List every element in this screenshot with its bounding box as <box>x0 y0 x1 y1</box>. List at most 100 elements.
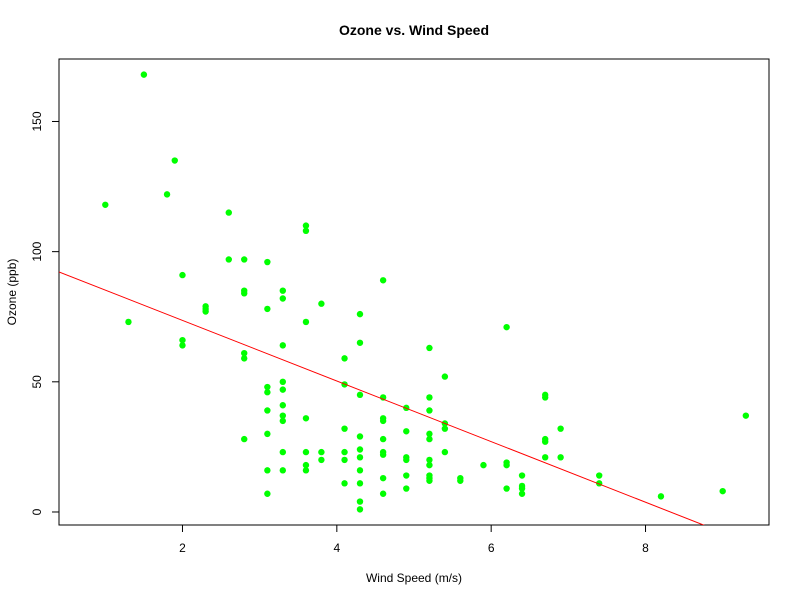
data-point <box>264 490 271 497</box>
data-point <box>264 467 271 474</box>
x-tick-label: 8 <box>642 541 649 555</box>
data-point <box>302 222 310 229</box>
data-point <box>356 310 364 318</box>
data-point <box>518 485 526 492</box>
data-point <box>657 493 665 500</box>
data-point <box>518 490 526 497</box>
plot-area: 2 4 6 8 0 50 100 150 <box>30 58 770 555</box>
data-point <box>179 342 186 349</box>
data-point <box>379 435 387 443</box>
data-point <box>241 349 248 357</box>
y-tick-label: 0 <box>30 508 44 515</box>
data-point <box>264 305 271 313</box>
data-point <box>379 417 387 425</box>
data-point <box>426 344 433 352</box>
data-point <box>179 336 186 344</box>
data-point <box>379 451 387 458</box>
data-point <box>341 355 348 362</box>
data-point <box>426 430 433 438</box>
data-point <box>356 391 364 399</box>
data-point <box>341 448 348 456</box>
data-point <box>241 290 248 297</box>
data-point <box>719 487 726 495</box>
data-point <box>403 456 410 464</box>
data-point <box>426 461 433 469</box>
x-tick-label: 4 <box>333 541 340 555</box>
data-point <box>356 454 364 461</box>
data-point <box>264 258 271 266</box>
data-point <box>503 485 510 492</box>
data-point <box>503 461 510 469</box>
y-axis-label: Ozone (ppb) <box>5 259 19 326</box>
data-point <box>279 448 287 456</box>
data-point <box>557 454 564 461</box>
data-point <box>518 472 526 479</box>
data-point <box>379 474 387 482</box>
x-axis-label: Wind Speed (m/s) <box>366 571 462 585</box>
data-point <box>341 456 348 464</box>
data-point <box>403 485 410 492</box>
data-point <box>264 430 271 438</box>
data-point <box>318 300 325 307</box>
data-point <box>264 383 271 391</box>
data-point <box>356 498 364 505</box>
data-point <box>202 305 209 313</box>
data-point <box>241 355 248 362</box>
data-point <box>356 480 364 487</box>
data-point <box>102 201 109 208</box>
data-point <box>302 415 310 422</box>
data-point <box>541 454 549 461</box>
data-point <box>503 323 510 331</box>
data-point <box>441 425 449 432</box>
data-point <box>356 506 364 513</box>
data-point <box>279 417 287 425</box>
y-tick-label: 100 <box>30 241 44 261</box>
data-point <box>596 472 603 479</box>
y-tick-label: 50 <box>30 375 44 389</box>
data-point <box>279 402 287 409</box>
data-point <box>379 277 387 284</box>
data-point <box>302 467 310 474</box>
data-point <box>341 480 348 487</box>
data-point <box>163 191 171 198</box>
data-point <box>302 461 310 469</box>
data-point <box>318 456 325 464</box>
data-point <box>171 157 178 164</box>
data-point <box>356 446 364 453</box>
data-point <box>140 71 148 78</box>
data-point <box>480 461 487 469</box>
x-tick-label: 2 <box>179 541 186 555</box>
data-point <box>302 227 310 235</box>
data-point <box>426 394 433 401</box>
data-point <box>318 448 325 456</box>
data-point <box>125 318 132 326</box>
data-point <box>279 287 287 294</box>
data-point <box>441 448 449 456</box>
data-point <box>426 477 433 484</box>
data-point <box>356 433 364 440</box>
data-point <box>557 425 564 432</box>
data-point <box>441 373 449 380</box>
y-tick-label: 150 <box>30 111 44 131</box>
data-point <box>264 389 271 396</box>
data-point <box>742 412 750 419</box>
data-point <box>302 318 310 326</box>
data-point <box>279 467 287 474</box>
data-point <box>426 407 433 414</box>
chart-title: Ozone vs. Wind Speed <box>339 22 489 38</box>
x-tick-label: 6 <box>488 541 495 555</box>
data-point <box>241 256 248 263</box>
data-point <box>225 209 232 216</box>
data-point <box>264 407 271 414</box>
data-point <box>279 295 287 302</box>
data-point <box>241 435 248 443</box>
data-point <box>279 386 287 393</box>
data-point <box>279 412 287 419</box>
data-point <box>457 477 464 484</box>
data-point <box>279 378 287 386</box>
data-point <box>279 342 287 349</box>
data-point <box>341 425 348 432</box>
data-point <box>302 448 310 456</box>
data-point <box>179 271 186 279</box>
